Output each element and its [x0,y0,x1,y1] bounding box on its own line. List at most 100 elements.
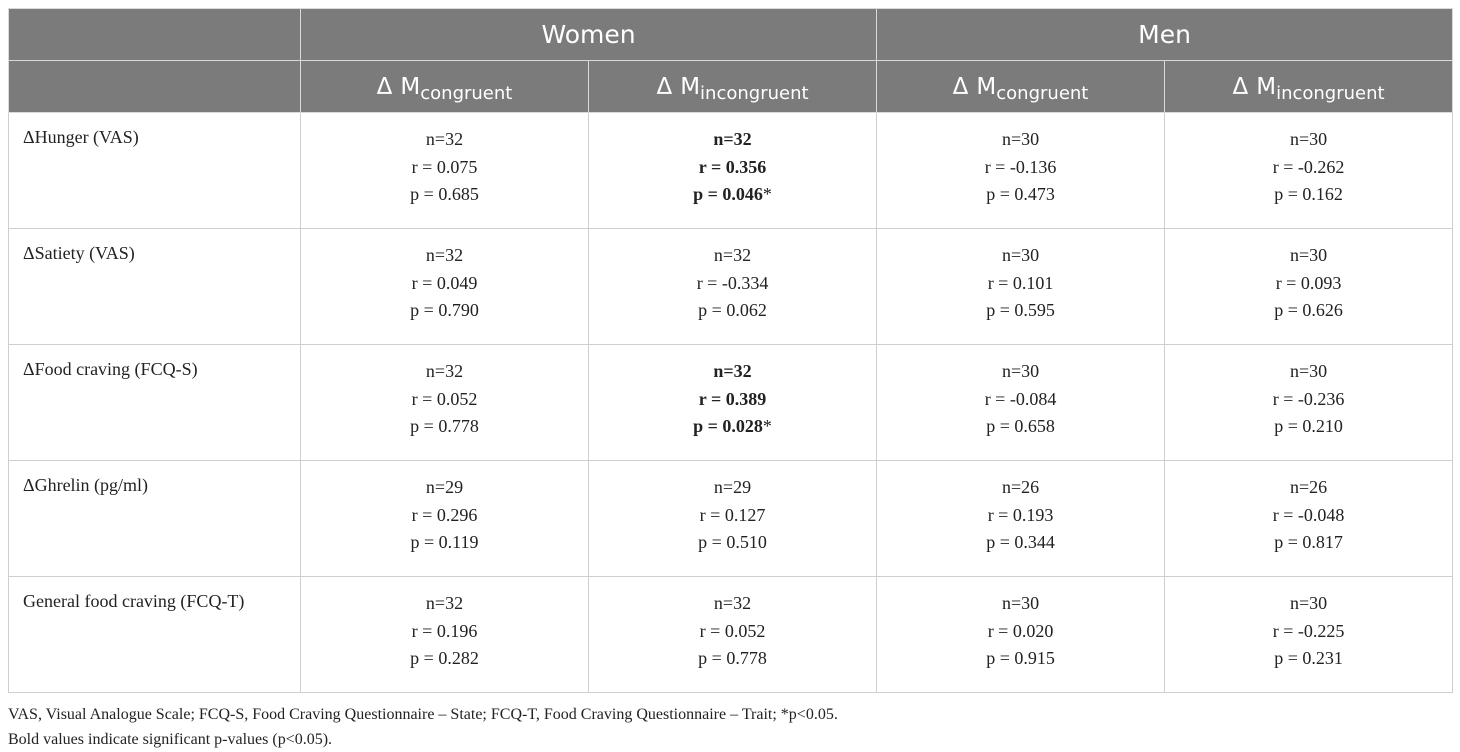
stat-cell: n=32 r = 0.389 p = 0.028* [587,344,878,461]
row-label: ΔFood craving (FCQ-S) [8,344,301,461]
sample-size: n=30 [1001,361,1040,381]
stat-cell: n=30 r = -0.084 p = 0.658 [876,344,1166,461]
column-header-women-congruent: Δ Mcongruent [300,60,589,113]
correlation-r: r = 0.020 [987,620,1054,641]
sample-size: n=30 [1001,593,1040,613]
header-corner [8,8,301,61]
p-value-line: p = 0.046* [589,181,876,209]
p-value-line: p = 0.282 [301,645,588,673]
stat-cell: n=30 r = -0.225 p = 0.231 [1164,576,1454,693]
correlation-r: r = 0.052 [411,388,478,409]
p-value-line: p = 0.162 [1165,181,1452,209]
group-header-men: Men [876,8,1454,61]
correlation-table: Women Men Δ Mcongruent Δ Mincongruent Δ Mco… [8,8,1454,693]
correlation-r: r = 0.196 [411,620,478,641]
p-value: p = 0.778 [698,648,767,668]
p-value: p = 0.915 [986,648,1055,668]
sample-size: n=30 [1001,245,1040,265]
p-value: p = 0.778 [410,416,479,436]
p-value: p = 0.473 [986,184,1055,204]
p-value-line: p = 0.231 [1165,645,1452,673]
delta-symbol: Δ [952,73,969,100]
p-value: p = 0.790 [410,300,479,320]
p-value: p = 0.062 [698,300,767,320]
sample-size: n=26 [1289,477,1328,497]
p-value-line: p = 0.685 [301,181,588,209]
stat-cell: n=29 r = 0.127 p = 0.510 [587,460,878,577]
column-header-subscript: congruent [996,82,1089,104]
correlation-r: r = 0.296 [411,504,478,525]
stat-cell: n=32 r = 0.196 p = 0.282 [300,576,589,693]
results-table-container: Women Men Δ Mcongruent Δ Mincongruent Δ Mco… [8,8,1454,752]
row-label: ΔHunger (VAS) [8,112,301,229]
correlation-r: r = 0.052 [699,620,766,641]
stat-cell: n=29 r = 0.296 p = 0.119 [300,460,589,577]
sample-size: n=30 [1289,245,1328,265]
column-header-main: M [680,73,701,100]
p-value-line: p = 0.790 [301,297,588,325]
sample-size: n=32 [713,593,752,613]
stat-cell: n=32 r = 0.049 p = 0.790 [300,228,589,345]
stat-cell: n=32 r = 0.075 p = 0.685 [300,112,589,229]
sample-size: n=30 [1289,129,1328,149]
column-header-men-congruent: Δ Mcongruent [876,60,1166,113]
p-value: p = 0.817 [1274,532,1343,552]
sample-size: n=32 [713,245,752,265]
table-footnotes: VAS, Visual Analogue Scale; FCQ-S, Food … [8,702,1452,752]
p-value-line: p = 0.626 [1165,297,1452,325]
p-value: p = 0.344 [986,532,1055,552]
p-value: p = 0.231 [1274,648,1343,668]
p-value-line: p = 0.210 [1165,413,1452,441]
table-body: ΔHunger (VAS) n=32 r = 0.075 p = 0.685 n=32 r… [8,112,1454,693]
delta-symbol: Δ [656,73,673,100]
p-value: p = 0.119 [410,532,479,552]
correlation-r: r = 0.127 [699,504,766,525]
p-value: p = 0.162 [1274,184,1343,204]
p-value-line: p = 0.915 [877,645,1164,673]
delta-symbol: Δ [1232,73,1249,100]
p-value: p = 0.658 [986,416,1055,436]
significance-marker: * [762,184,772,204]
table-row: ΔHunger (VAS) n=32 r = 0.075 p = 0.685 n=32 r… [8,112,1454,229]
header-corner-lower [8,60,301,113]
p-value: p = 0.210 [1274,416,1343,436]
row-label: ΔSatiety (VAS) [8,228,301,345]
sample-size: n=30 [1289,361,1328,381]
table-row: General food craving (FCQ-T) n=32 r = 0.19… [8,576,1454,693]
table-header: Women Men Δ Mcongruent Δ Mincongruent Δ Mco… [8,8,1454,113]
column-header-main: M [400,73,421,100]
stat-cell: n=32 r = 0.052 p = 0.778 [300,344,589,461]
correlation-r: r = -0.334 [696,272,769,293]
sample-size: n=32 [425,593,464,613]
correlation-r: r = 0.049 [411,272,478,293]
sample-size: n=32 [713,129,752,149]
sample-size: n=30 [1001,129,1040,149]
correlation-r: r = -0.048 [1272,504,1345,525]
p-value-line: p = 0.778 [301,413,588,441]
p-value: p = 0.046 [693,184,763,204]
p-value: p = 0.685 [410,184,479,204]
group-header-women: Women [299,8,878,61]
stat-cell: n=30 r = 0.101 p = 0.595 [876,228,1166,345]
sample-size: n=32 [425,245,464,265]
p-value-line: p = 0.344 [877,529,1164,557]
p-value-line: p = 0.595 [877,297,1164,325]
column-header-main: M [976,73,997,100]
p-value-line: p = 0.119 [301,529,588,557]
sample-size: n=30 [1289,593,1328,613]
correlation-r: r = 0.193 [987,504,1054,525]
sample-size: n=26 [1001,477,1040,497]
stat-cell: n=26 r = -0.048 p = 0.817 [1164,460,1454,577]
sample-size: n=32 [425,361,464,381]
column-header-subscript: incongruent [700,82,809,104]
stat-cell: n=32 r = 0.356 p = 0.046* [587,112,878,229]
table-row: ΔSatiety (VAS) n=32 r = 0.049 p = 0.790 n=32… [8,228,1454,345]
column-header-men-incongruent: Δ Mincongruent [1164,60,1454,113]
table-row: ΔFood craving (FCQ-S) n=32 r = 0.052 p = 0.… [8,344,1454,461]
p-value: p = 0.282 [410,648,479,668]
column-header-women-incongruent: Δ Mincongruent [587,60,878,113]
column-header-subscript: congruent [420,82,513,104]
correlation-r: r = 0.093 [1275,272,1342,293]
stat-cell: n=32 r = -0.334 p = 0.062 [587,228,878,345]
